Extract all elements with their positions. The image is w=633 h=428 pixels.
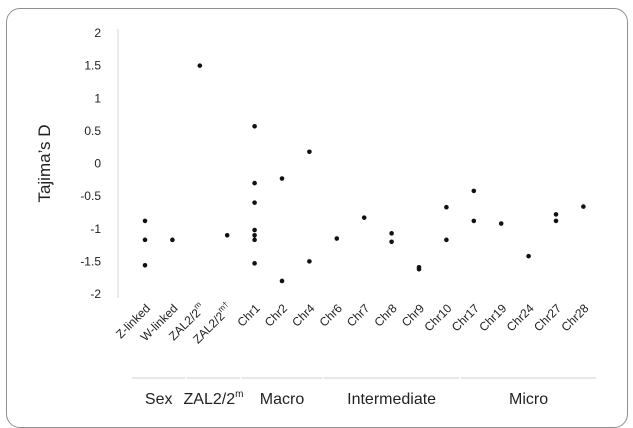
data-point: [361, 215, 367, 220]
y-tick-label: -1: [90, 222, 101, 236]
y-tick-label: -2: [90, 287, 101, 301]
data-point: [142, 218, 148, 224]
data-point: [416, 266, 422, 272]
data-point: [581, 204, 586, 209]
x-tick-label: Chr24: [504, 301, 537, 334]
data-point: [526, 253, 531, 259]
data-point: [444, 237, 449, 243]
y-axis-title: Tajima’s D: [35, 124, 54, 202]
group-label: Intermediate: [347, 391, 436, 407]
data-point: [444, 204, 449, 210]
y-tick-label: -0.5: [80, 189, 101, 203]
data-point: [252, 261, 257, 266]
x-tick-label: Chr10: [422, 301, 455, 334]
y-tick-label: 1: [94, 91, 101, 105]
data-point: [142, 237, 148, 243]
y-tick-label: -1.5: [80, 254, 101, 268]
group-label: Sex: [145, 391, 173, 407]
data-point: [252, 232, 257, 238]
data-point: [553, 218, 559, 224]
x-tick-label: Chr19: [476, 301, 509, 334]
data-point: [307, 149, 312, 155]
data-point: [389, 231, 394, 236]
group-label: Macro: [260, 391, 305, 407]
data-point: [197, 63, 203, 68]
data-point: [471, 218, 477, 224]
x-tick-label: Chr8: [371, 301, 400, 330]
data-point: [498, 221, 504, 226]
y-tick-label: 2: [94, 26, 101, 40]
y-tick-label: 1.5: [84, 59, 101, 73]
x-tick-label: Chr17: [449, 301, 482, 334]
x-tick-label: Chr2: [262, 301, 291, 330]
data-point: [252, 180, 257, 186]
y-tick-label: 0.5: [84, 124, 101, 138]
x-tick-label: Chr7: [344, 301, 373, 330]
y-tick-label: 0: [94, 157, 101, 171]
data-point: [471, 188, 477, 194]
group-label: Micro: [509, 391, 548, 407]
x-tick-label: Chr4: [289, 301, 318, 330]
data-point: [142, 262, 148, 268]
data-point: [252, 124, 257, 129]
data-point: [252, 200, 257, 205]
data-point: [553, 212, 559, 217]
data-point: [334, 236, 340, 241]
data-point: [279, 176, 285, 181]
x-tick-label: Chr27: [531, 301, 564, 334]
data-point: [252, 227, 257, 233]
data-point: [252, 237, 257, 243]
x-tick-label: Chr1: [234, 301, 263, 330]
x-tick-label: Chr28: [559, 301, 592, 334]
data-point: [224, 232, 230, 238]
x-tick-label: Chr6: [317, 301, 346, 330]
data-point: [389, 239, 394, 245]
data-point: [279, 278, 285, 284]
data-point: [170, 237, 175, 243]
data-point: [307, 259, 312, 264]
group-label: ZAL2/2m: [184, 389, 244, 407]
